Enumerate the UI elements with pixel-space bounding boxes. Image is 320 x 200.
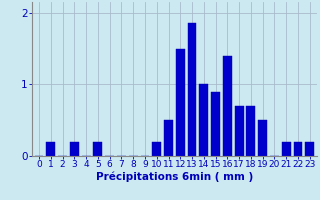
X-axis label: Précipitations 6min ( mm ): Précipitations 6min ( mm ) [96, 172, 253, 182]
Bar [176, 49, 185, 156]
Bar [188, 23, 196, 156]
Bar [199, 84, 208, 156]
Bar [305, 142, 314, 156]
Bar [93, 142, 102, 156]
Bar [70, 142, 79, 156]
Bar [152, 142, 161, 156]
Bar [258, 120, 267, 156]
Bar [293, 142, 302, 156]
Bar [246, 106, 255, 156]
Bar [46, 142, 55, 156]
Bar [211, 92, 220, 156]
Bar [235, 106, 244, 156]
Bar [164, 120, 173, 156]
Bar [223, 56, 232, 156]
Bar [282, 142, 291, 156]
